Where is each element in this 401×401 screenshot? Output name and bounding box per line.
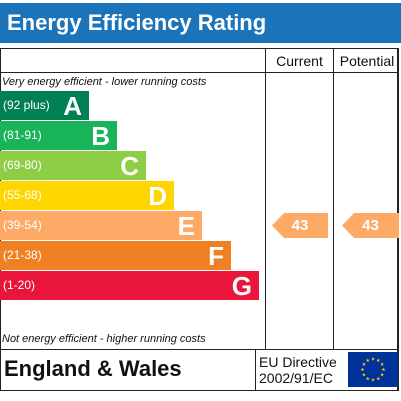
current-column-header: Current — [276, 53, 323, 69]
directive-line-2: 2002/91/EC — [259, 370, 333, 386]
region-label: England & Wales — [4, 356, 182, 381]
band-letter: A — [63, 91, 82, 121]
top-note: Very energy efficient - lower running co… — [2, 76, 207, 88]
band-g: (1-20) G — [0, 271, 259, 300]
flag-star — [362, 372, 366, 377]
bottom-note: Not energy efficient - higher running co… — [2, 333, 206, 345]
potential-column-header: Potential — [339, 53, 395, 69]
current-rating-arrow: 43 — [272, 213, 328, 238]
flag-star — [380, 372, 384, 377]
flag-star — [376, 358, 381, 363]
potential-column-divider — [333, 48, 334, 350]
footer-divider — [255, 349, 256, 391]
flag-star — [381, 367, 386, 372]
band-c: (69-80) C — [0, 151, 146, 180]
flag-star — [376, 376, 381, 381]
potential-rating-value: 43 — [362, 217, 379, 234]
potential-arrow-shape — [342, 213, 399, 238]
chart-title: Energy Efficiency Rating — [7, 10, 267, 35]
band-range-label: (21-38) — [3, 248, 42, 262]
flag-star — [371, 357, 375, 361]
band-range-label: (92 plus) — [3, 98, 50, 112]
band-d: (55-68) D — [0, 181, 174, 210]
band-b: (81-91) B — [0, 121, 117, 150]
flag-star — [371, 378, 375, 382]
current-arrow-shape — [272, 213, 328, 238]
flag-star — [360, 367, 365, 372]
band-range-label: (81-91) — [3, 128, 42, 142]
flag-star — [362, 362, 366, 366]
title-bar: Energy Efficiency Rating — [0, 3, 401, 43]
band-letter: E — [177, 211, 195, 241]
flag-star — [380, 362, 384, 366]
band-range-label: (55-68) — [3, 188, 42, 202]
flag-star — [365, 358, 370, 363]
band-a: (92 plus) A — [0, 91, 89, 120]
band-f: (21-38) F — [0, 241, 231, 270]
eu-flag-icon — [348, 352, 398, 387]
potential-rating-arrow: 43 — [342, 213, 399, 238]
band-range-label: (39-54) — [3, 218, 42, 232]
band-letter: F — [208, 241, 224, 271]
band-range-label: (69-80) — [3, 158, 42, 172]
current-rating-value: 43 — [291, 217, 309, 234]
band-letter: D — [148, 181, 167, 211]
footer-rule — [0, 349, 399, 350]
band-letter: G — [231, 271, 252, 301]
header-rule — [0, 72, 399, 73]
directive-line-1: EU Directive — [259, 354, 337, 370]
flag-star — [365, 376, 370, 381]
band-range-label: (1-20) — [3, 278, 36, 292]
band-letter: B — [91, 121, 110, 151]
current-column-divider — [265, 48, 266, 350]
band-e: (39-54) E — [0, 211, 202, 240]
band-letter: C — [120, 151, 139, 181]
